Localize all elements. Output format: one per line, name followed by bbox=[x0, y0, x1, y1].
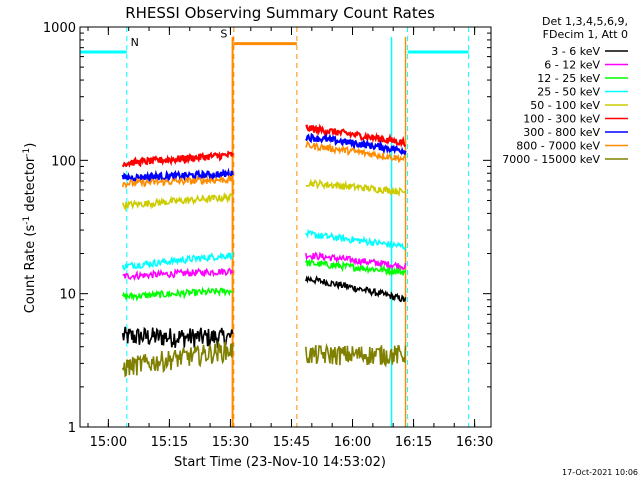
x-tick-label: 15:15 bbox=[151, 435, 188, 450]
series-4-trace bbox=[305, 178, 407, 197]
series-1-trace bbox=[122, 267, 234, 282]
legend-label-3: 25 - 50 keV bbox=[537, 86, 600, 99]
series-6-trace bbox=[121, 167, 234, 185]
legend-label-1: 6 - 12 keV bbox=[544, 59, 600, 72]
y-tick-label: 10 bbox=[59, 288, 76, 303]
series-3-trace bbox=[305, 228, 407, 252]
legend-label-6: 300 - 800 keV bbox=[523, 126, 600, 139]
legend-label-7: 800 - 7000 keV bbox=[516, 140, 600, 153]
x-tick-label: 16:00 bbox=[334, 435, 371, 450]
series-2-trace bbox=[305, 258, 407, 277]
y-axis-label-sup1: -1 bbox=[22, 216, 32, 225]
flag-label-saa: S bbox=[220, 28, 227, 41]
series-4-trace bbox=[121, 191, 234, 212]
legend-label-2: 12 - 25 keV bbox=[537, 72, 600, 85]
legend-header-line-1: Det 1,3,4,5,6,9, bbox=[542, 15, 628, 28]
series-5-trace bbox=[121, 150, 234, 168]
series-3-trace bbox=[121, 251, 234, 271]
legend-label-4: 50 - 100 keV bbox=[530, 99, 600, 112]
series-7-trace bbox=[305, 140, 407, 164]
legend-label-8: 7000 - 15000 keV bbox=[502, 153, 600, 166]
y-axis-label: Count Rate (s-1 detector-1) bbox=[22, 143, 38, 314]
series-8-trace bbox=[305, 342, 407, 368]
y-axis-label-mid: detector bbox=[23, 156, 38, 216]
y-axis-label-sup2: -1 bbox=[22, 148, 32, 157]
chart-title: RHESSI Observing Summary Count Rates bbox=[125, 4, 435, 22]
series-5-trace bbox=[305, 123, 407, 148]
y-tick-label: 1000 bbox=[43, 21, 76, 36]
y-tick-label: 100 bbox=[51, 154, 76, 169]
series-8-trace bbox=[121, 340, 234, 378]
legend-label-0: 3 - 6 keV bbox=[551, 45, 600, 58]
series-7-trace bbox=[121, 174, 234, 190]
y-axis-label-end: ) bbox=[23, 143, 38, 148]
legend-label-5: 100 - 300 keV bbox=[523, 113, 600, 126]
series-2-trace bbox=[121, 286, 234, 302]
plot-frame bbox=[79, 26, 492, 428]
series-1-trace bbox=[305, 251, 407, 273]
x-tick-label: 15:30 bbox=[212, 435, 249, 450]
x-tick-label: 15:45 bbox=[273, 435, 310, 450]
x-tick-label: 15:00 bbox=[90, 435, 127, 450]
series-6-trace bbox=[305, 132, 407, 157]
y-tick-label: 1 bbox=[68, 421, 76, 436]
x-axis-label: Start Time (23-Nov-10 14:53:02) bbox=[174, 455, 386, 470]
y-axis-label-main: Count Rate (s bbox=[23, 225, 38, 314]
flag-label-night: N bbox=[131, 36, 139, 49]
series-0-trace bbox=[121, 326, 234, 349]
legend-header-line-2: FDecim 1, Att 0 bbox=[543, 28, 628, 41]
series-0-trace bbox=[305, 275, 407, 303]
x-tick-label: 16:15 bbox=[395, 435, 432, 450]
timestamp: 17-Oct-2021 10:06 bbox=[562, 468, 638, 477]
x-tick-label: 16:30 bbox=[456, 435, 493, 450]
